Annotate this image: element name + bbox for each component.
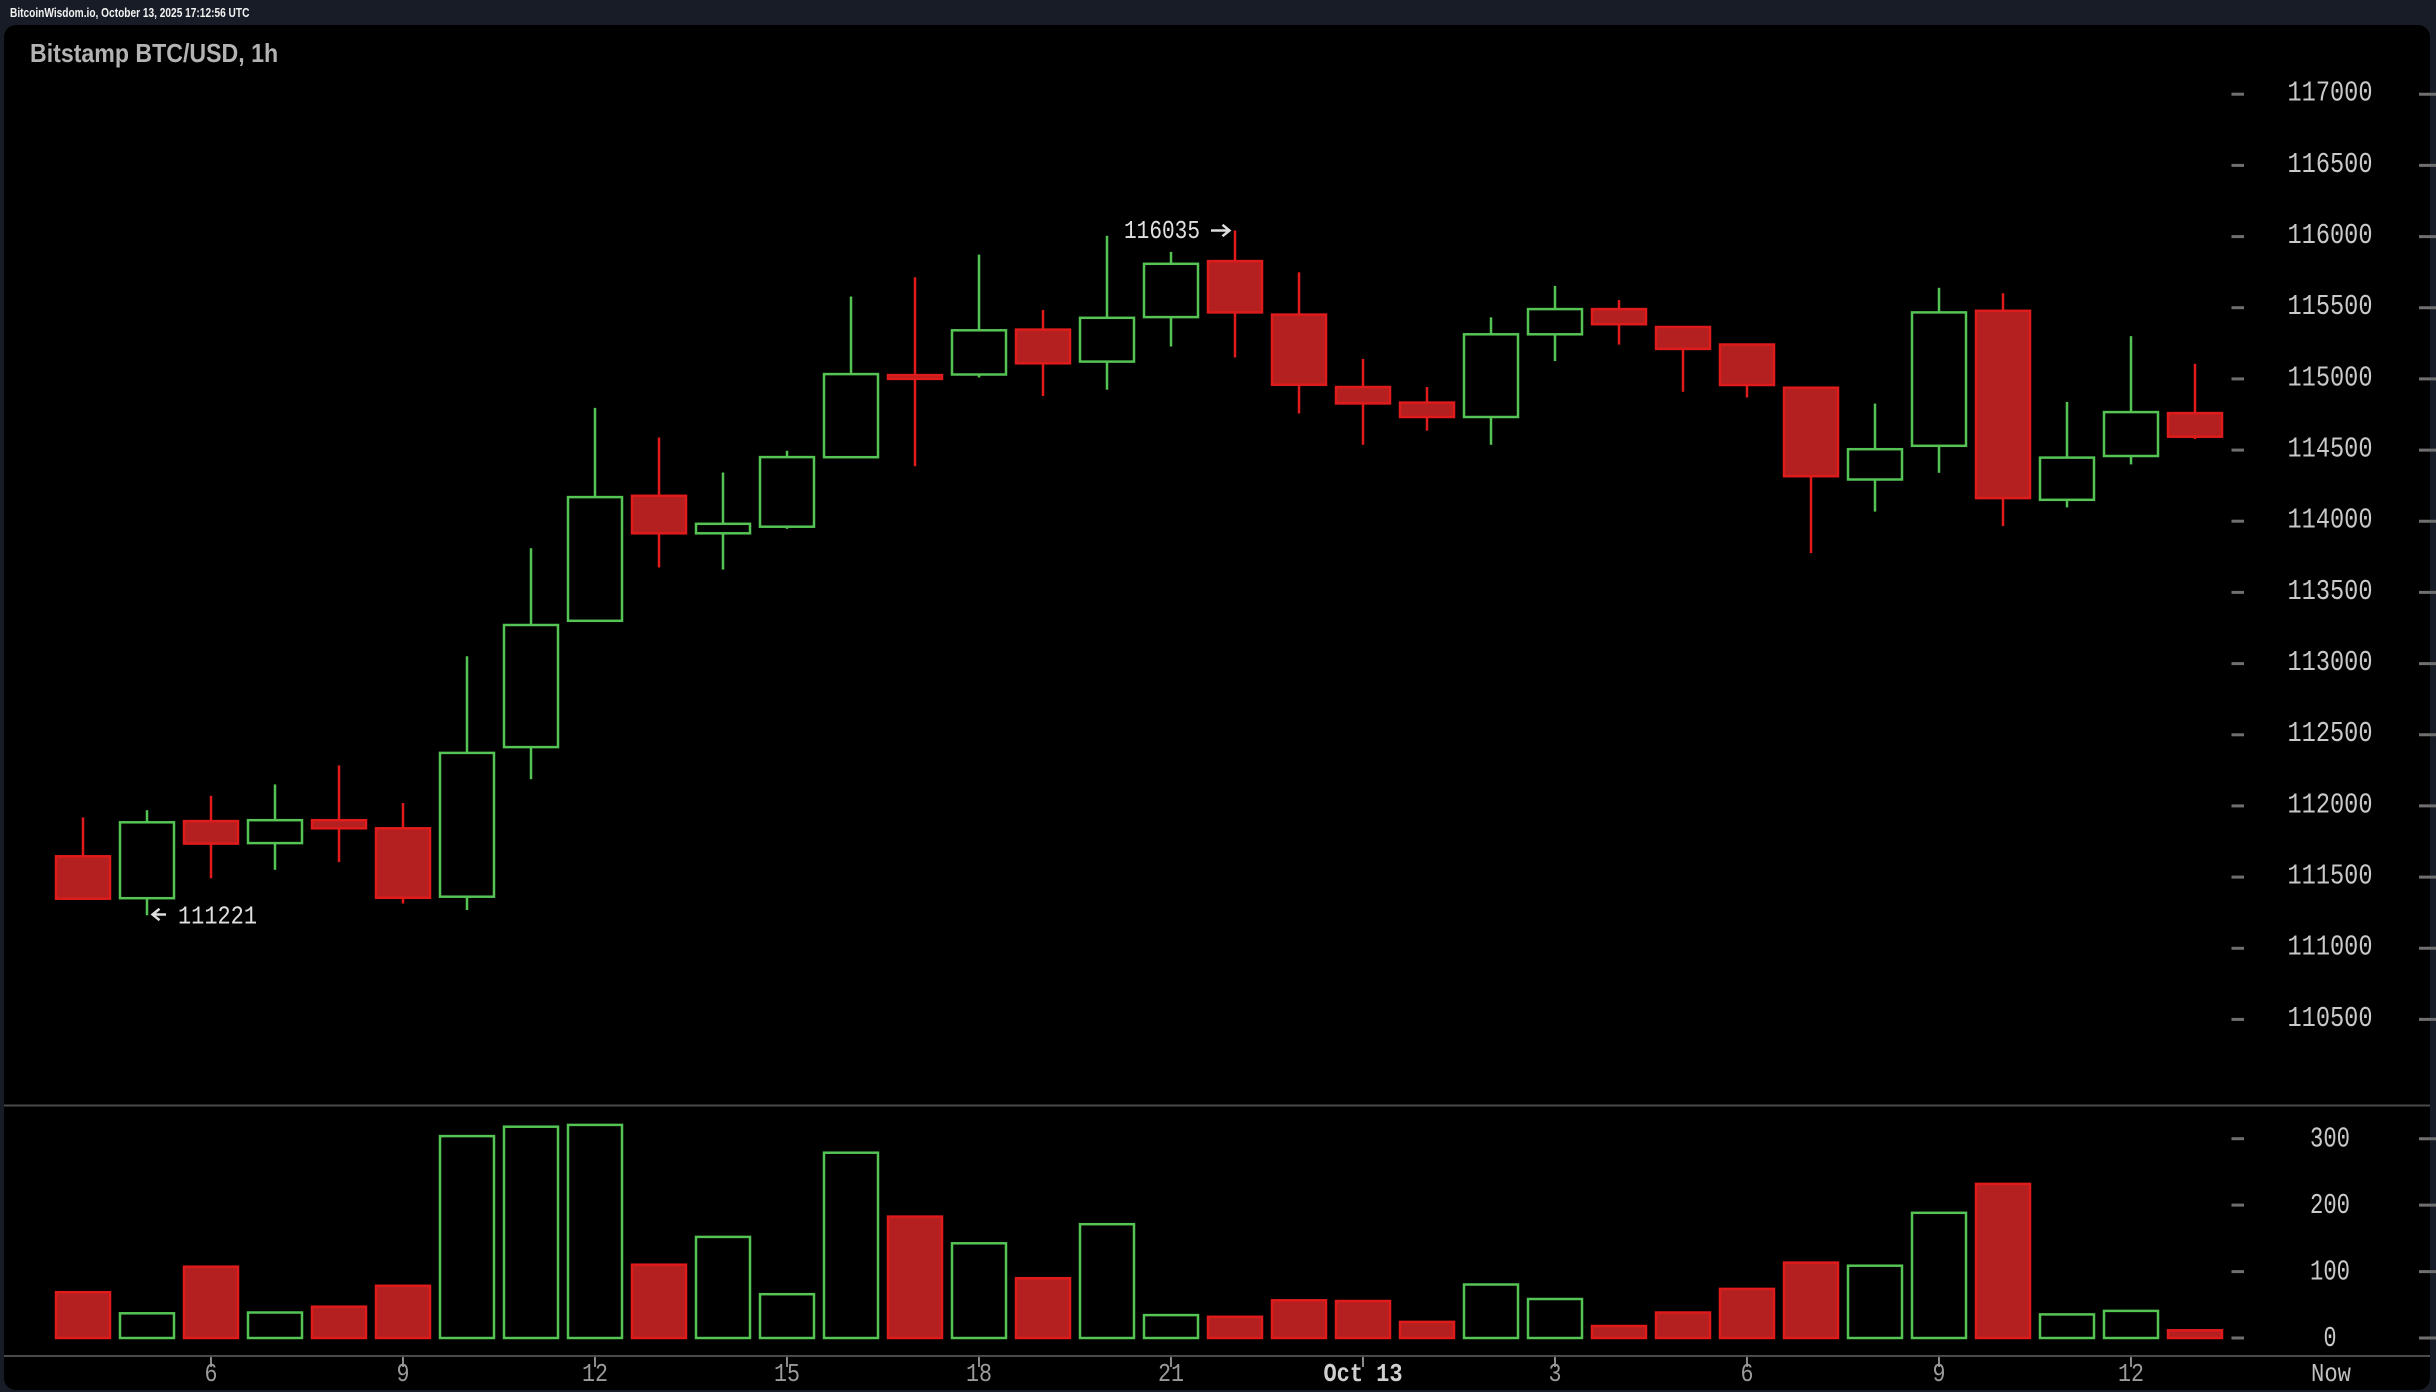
- svg-text:112500: 112500: [2288, 717, 2373, 750]
- svg-text:114500: 114500: [2288, 433, 2373, 466]
- svg-text:15: 15: [774, 1359, 800, 1389]
- svg-text:3: 3: [1549, 1359, 1562, 1389]
- svg-text:12: 12: [582, 1359, 608, 1389]
- svg-text:6: 6: [1741, 1359, 1754, 1389]
- svg-text:113500: 113500: [2288, 575, 2373, 608]
- svg-text:114000: 114000: [2288, 504, 2373, 537]
- svg-text:113000: 113000: [2288, 646, 2373, 679]
- svg-text:112000: 112000: [2288, 788, 2373, 821]
- svg-text:12: 12: [2118, 1359, 2144, 1389]
- svg-text:Now: Now: [2311, 1359, 2351, 1389]
- svg-text:110500: 110500: [2288, 1002, 2373, 1035]
- svg-text:6: 6: [205, 1359, 218, 1389]
- svg-text:115000: 115000: [2288, 361, 2373, 394]
- svg-text:116500: 116500: [2288, 148, 2373, 181]
- svg-text:111000: 111000: [2288, 931, 2373, 964]
- svg-text:116000: 116000: [2288, 219, 2373, 252]
- svg-text:116035: 116035: [1124, 216, 1200, 246]
- svg-text:Oct 13: Oct 13: [1324, 1359, 1403, 1389]
- svg-text:100: 100: [2310, 1255, 2350, 1288]
- svg-text:18: 18: [966, 1359, 992, 1389]
- svg-text:115500: 115500: [2288, 290, 2373, 323]
- svg-text:300: 300: [2310, 1123, 2350, 1156]
- svg-text:117000: 117000: [2288, 77, 2373, 110]
- svg-text:9: 9: [1933, 1359, 1946, 1389]
- svg-text:111221: 111221: [178, 901, 257, 931]
- svg-text:21: 21: [1158, 1359, 1184, 1389]
- svg-text:0: 0: [2324, 1322, 2337, 1355]
- svg-text:9: 9: [397, 1359, 410, 1389]
- svg-text:111500: 111500: [2288, 860, 2373, 893]
- svg-text:200: 200: [2310, 1189, 2350, 1222]
